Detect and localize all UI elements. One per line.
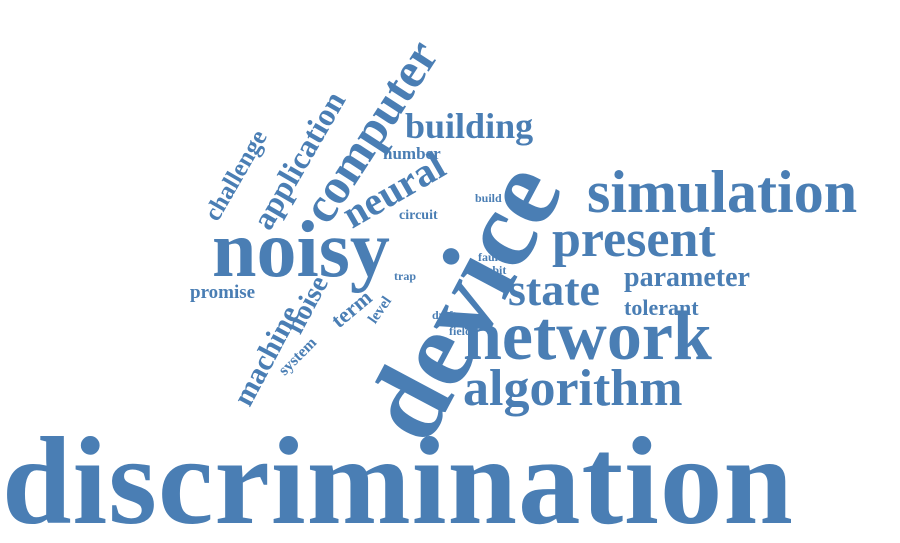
word-fault: fault <box>478 250 502 264</box>
word-number: number <box>383 144 441 163</box>
word-trap: trap <box>394 269 416 283</box>
word-discrimination: discrimination <box>2 413 794 543</box>
word-qubit: qubit <box>479 263 507 277</box>
word-field: field <box>449 324 472 338</box>
word-simulation: simulation <box>587 159 858 225</box>
word-build: build <box>475 191 502 205</box>
word-noisy: noisy <box>212 206 390 294</box>
word-building: building <box>405 106 534 146</box>
word-dmft: dmft <box>432 308 457 322</box>
word-tolerant: tolerant <box>624 295 699 320</box>
word-circuit: circuit <box>399 208 438 223</box>
word-present: present <box>552 211 716 268</box>
word-network: network <box>463 298 712 375</box>
word-promise: promise <box>190 282 256 303</box>
word-algorithm: algorithm <box>463 360 683 417</box>
word-parameter: parameter <box>624 262 750 293</box>
word-state: state <box>508 264 600 315</box>
